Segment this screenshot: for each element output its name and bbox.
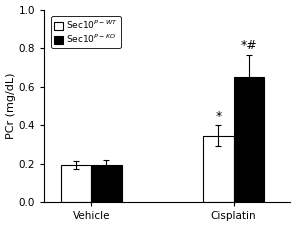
Legend: Sec10$^{P-WT}$, Sec10$^{P-KO}$: Sec10$^{P-WT}$, Sec10$^{P-KO}$ (51, 16, 121, 48)
Text: *#: *# (240, 39, 257, 52)
Bar (91, 165, 122, 202)
Y-axis label: PCr (mg/dL): PCr (mg/dL) (6, 73, 16, 139)
Bar (203, 136, 234, 202)
Text: *: * (215, 110, 221, 123)
Bar (234, 77, 264, 202)
Bar (61, 165, 91, 202)
